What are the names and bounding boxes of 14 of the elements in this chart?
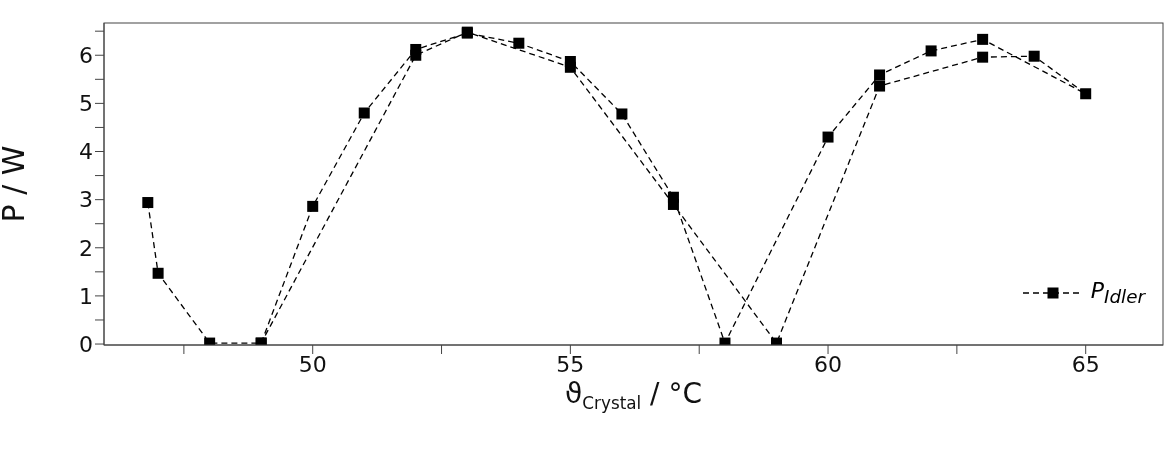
- x-tick-label: 50: [298, 351, 327, 377]
- y-tick-label: 2: [79, 235, 93, 261]
- x-tick-label: 65: [1071, 351, 1100, 377]
- x-axis-title: ϑ$_{Crystal}$ / °C: [565, 377, 702, 413]
- y-tick-label: 0: [79, 331, 93, 357]
- y-tick-label: 4: [79, 139, 93, 165]
- y-tick-label: 3: [79, 187, 93, 213]
- y-tick-label: 6: [79, 43, 93, 69]
- legend-label: P$_{Idler}$: [1090, 278, 1145, 308]
- y-tick-label: 1: [79, 283, 93, 309]
- x-tick-label: 55: [556, 351, 585, 377]
- x-tick-label: 60: [814, 351, 843, 377]
- y-tick-label: 5: [79, 91, 93, 117]
- y-axis-title: P / W: [0, 145, 31, 223]
